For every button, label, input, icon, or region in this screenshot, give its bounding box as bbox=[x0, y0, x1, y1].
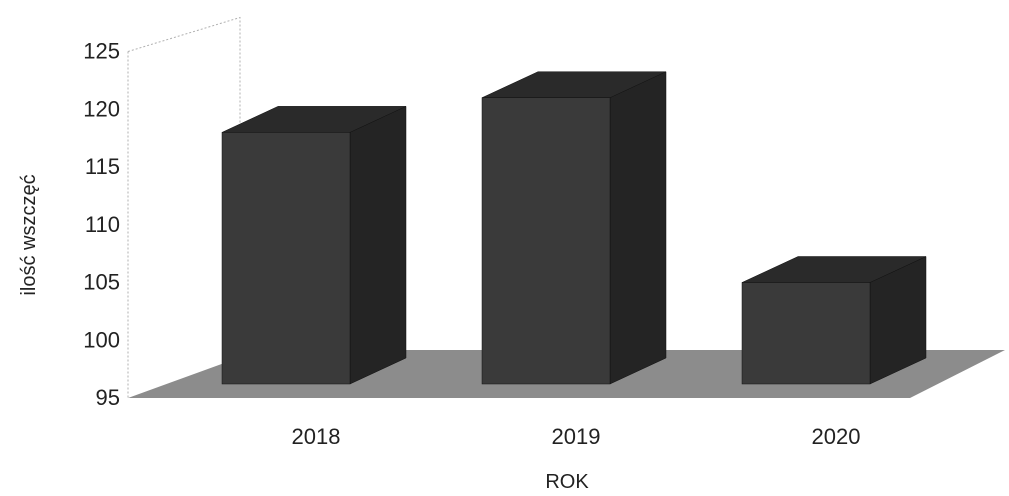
x-tick-label: 2018 bbox=[292, 424, 341, 449]
y-tick-label: 105 bbox=[83, 270, 120, 295]
bar-front-face bbox=[221, 132, 351, 385]
x-axis-ticks: 2018 2019 2020 bbox=[292, 424, 861, 449]
y-tick-label: 110 bbox=[85, 212, 120, 237]
y-tick-label: 120 bbox=[83, 96, 120, 121]
bar-front-face bbox=[481, 97, 611, 385]
bar-front-face bbox=[741, 282, 871, 385]
y-tick-label: 95 bbox=[96, 385, 120, 410]
bar-side-face bbox=[609, 71, 667, 385]
x-tick-label: 2019 bbox=[552, 424, 601, 449]
bar-2020 bbox=[741, 256, 927, 385]
x-tick-label: 2020 bbox=[812, 424, 861, 449]
bar-side-face bbox=[349, 105, 407, 385]
bar-2019 bbox=[481, 71, 667, 385]
y-tick-label: 115 bbox=[85, 154, 120, 179]
bar-series bbox=[221, 71, 927, 385]
y-tick-label: 100 bbox=[83, 327, 120, 352]
y-axis-title: ilość wszczęć bbox=[18, 174, 40, 295]
x-axis-title: ROK bbox=[545, 471, 589, 491]
bar-2018 bbox=[221, 105, 407, 385]
y-axis-ticks: 95 100 105 110 115 120 125 bbox=[83, 39, 120, 411]
y-tick-label: 125 bbox=[83, 39, 120, 64]
